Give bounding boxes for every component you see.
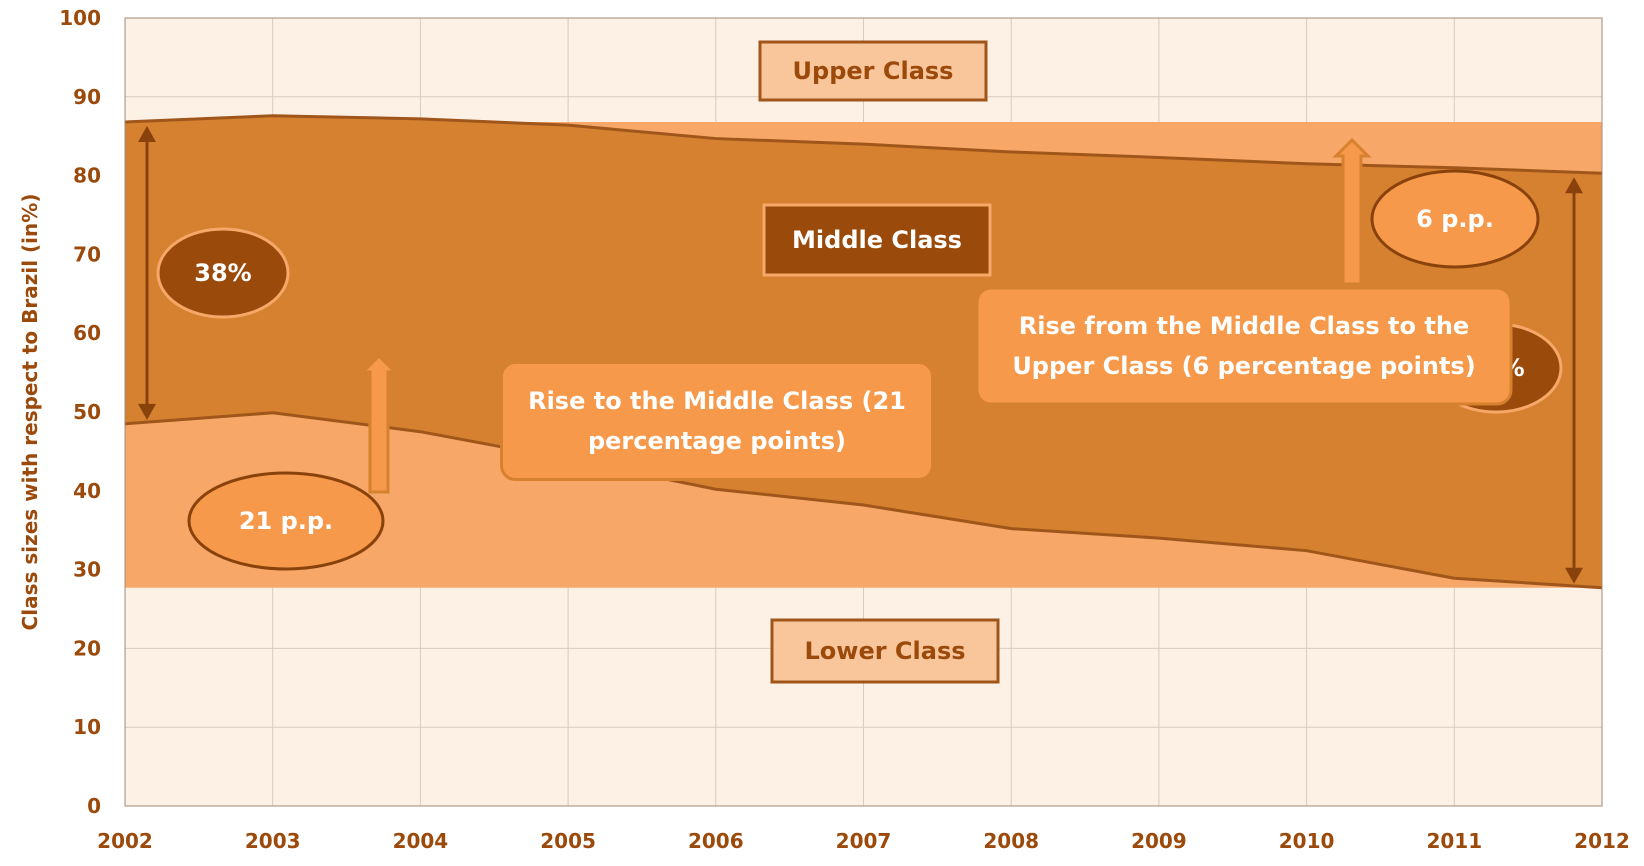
x-tick-label: 2005 (540, 829, 596, 853)
x-tick-label: 2010 (1279, 829, 1335, 853)
annotation-box (762, 203, 992, 277)
y-axis-label: Class sizes with respect to Brazil (in%) (18, 194, 42, 631)
y-tick-label: 10 (73, 715, 101, 739)
x-tick-label: 2007 (836, 829, 892, 853)
middle-class-area (125, 115, 1602, 588)
annotation-box (500, 361, 934, 481)
up-arrow (359, 353, 399, 494)
annotation-ellipse (187, 471, 385, 571)
annotation-ellipse (156, 227, 290, 319)
annotation-box (758, 40, 988, 102)
x-tick-label: 2002 (97, 829, 153, 853)
x-tick-label: 2003 (245, 829, 301, 853)
annotation-text: 21 p.p. (239, 507, 333, 535)
annotation-text: percentage points) (588, 427, 846, 455)
annotation-text: Rise to the Middle Class (21 (528, 387, 906, 415)
x-tick-label: 2008 (983, 829, 1039, 853)
annotation-text: Upper Class (6 percentage points) (1012, 352, 1475, 380)
y-tick-label: 90 (73, 85, 101, 109)
y-tick-label: 50 (73, 400, 101, 424)
annotation-ellipse (1370, 169, 1540, 269)
x-tick-label: 2006 (688, 829, 744, 853)
annotation-text: 38% (194, 259, 251, 287)
y-tick-label: 0 (87, 794, 101, 818)
annotation-text: Rise from the Middle Class to the (1019, 312, 1469, 340)
plot-border (124, 17, 1603, 807)
y-tick-label: 40 (73, 479, 101, 503)
y-tick-label: 70 (73, 242, 101, 266)
y-tick-label: 30 (73, 558, 101, 582)
annotation-text: Lower Class (804, 637, 965, 665)
annotation-text: 6 p.p. (1416, 205, 1494, 233)
x-tick-label: 2012 (1574, 829, 1630, 853)
y-tick-label: 80 (73, 164, 101, 188)
annotation-text: Upper Class (793, 57, 954, 85)
y-tick-label: 100 (59, 6, 101, 30)
up-arrow (1332, 137, 1372, 286)
annotation-box (975, 286, 1513, 406)
annotation-text: Middle Class (792, 226, 962, 254)
x-tick-label: 2009 (1131, 829, 1187, 853)
y-tick-label: 20 (73, 636, 101, 660)
x-tick-label: 2011 (1426, 829, 1482, 853)
annotation-box (770, 618, 1000, 684)
x-tick-label: 2004 (393, 829, 449, 853)
y-tick-label: 60 (73, 321, 101, 345)
